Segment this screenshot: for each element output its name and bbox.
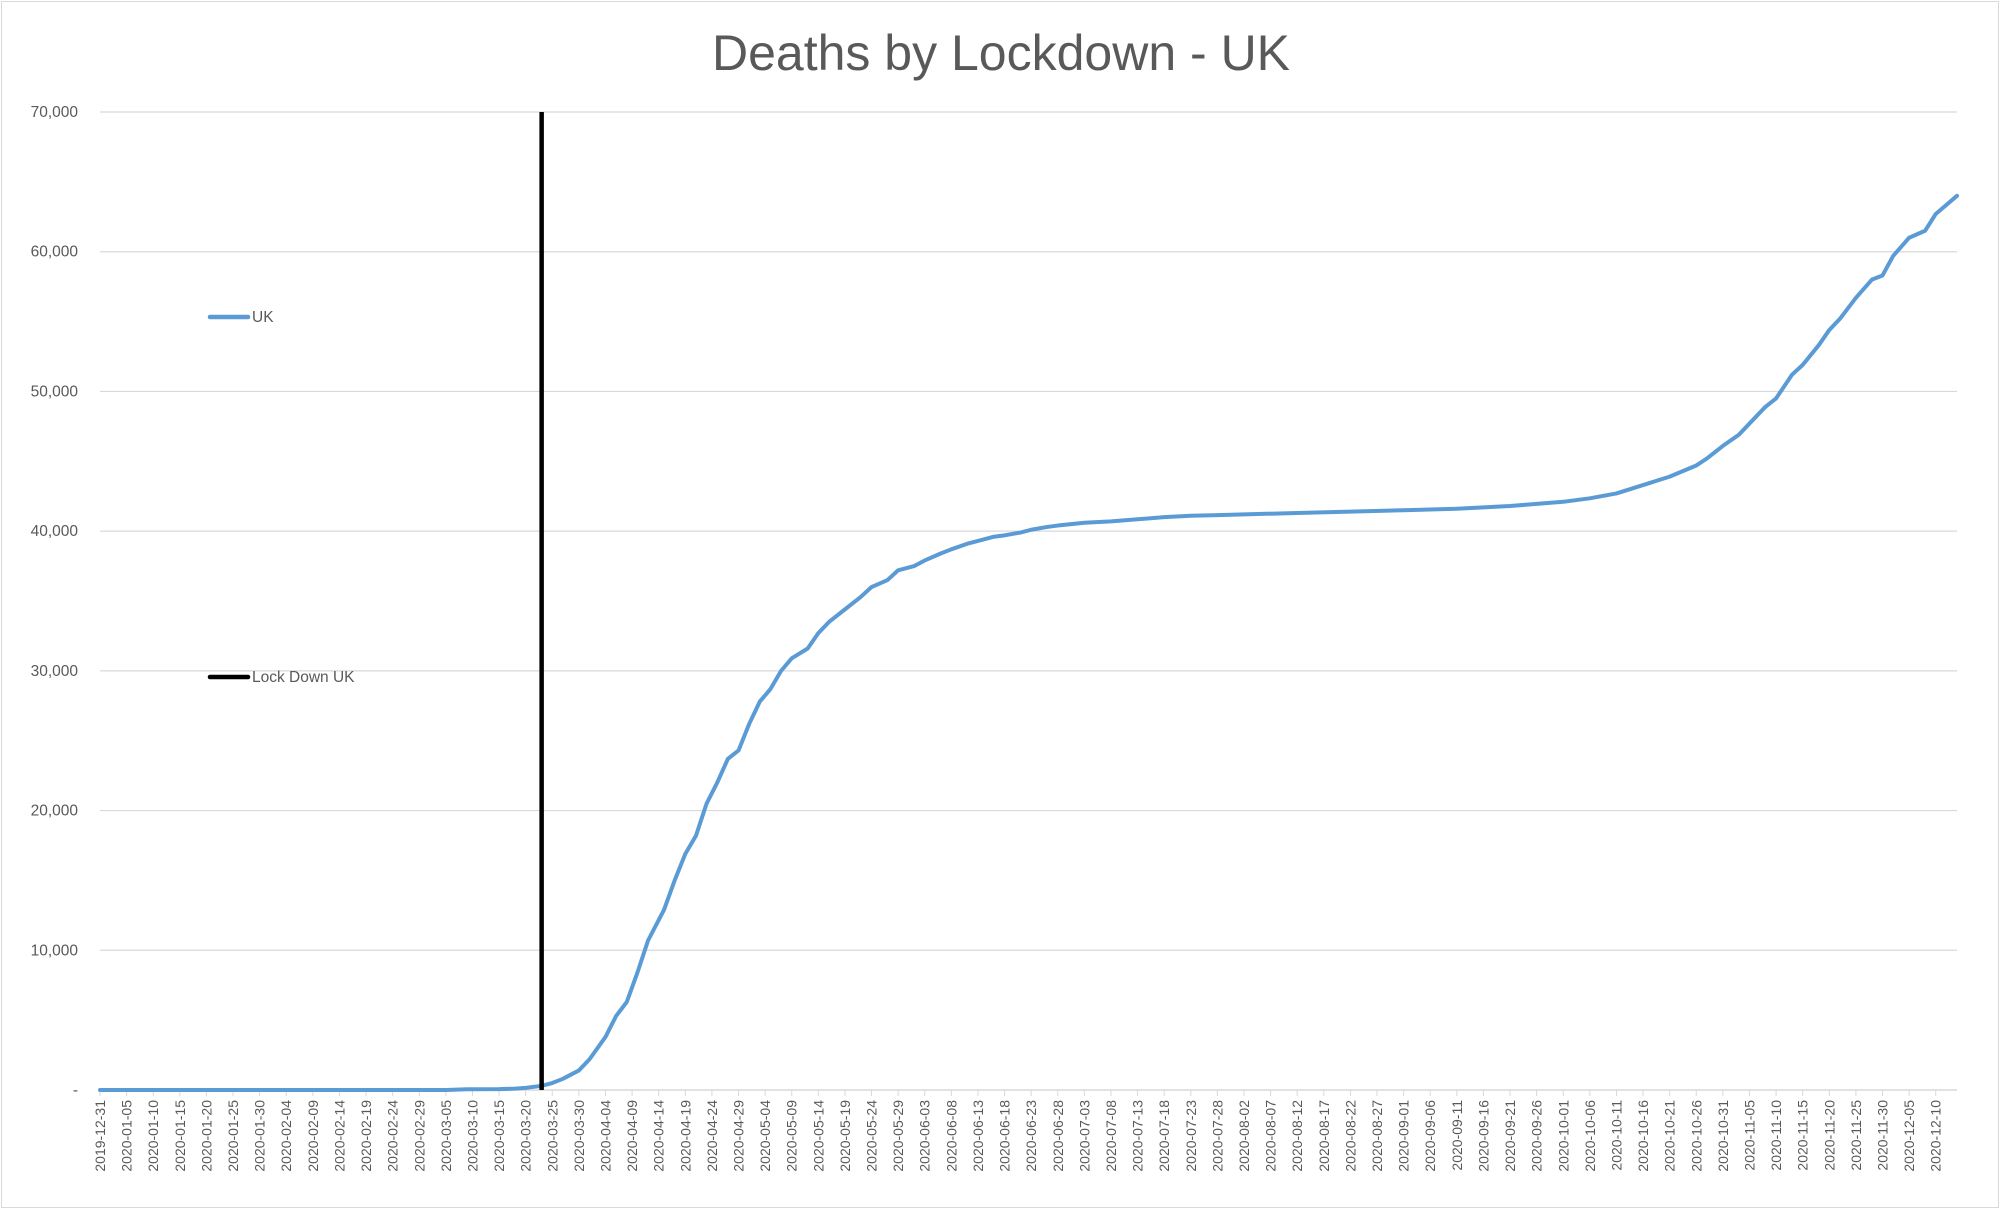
x-tick-label: 2020-07-23: [1183, 1100, 1199, 1172]
x-tick-label: 2020-05-04: [757, 1100, 773, 1172]
x-tick-label: 2020-12-10: [1928, 1100, 1944, 1172]
x-tick-label: 2020-09-06: [1422, 1100, 1438, 1172]
x-tick-label: 2020-02-14: [331, 1100, 347, 1172]
x-tick-label: 2020-06-08: [943, 1100, 959, 1172]
x-tick-label: 2020-10-21: [1662, 1100, 1678, 1172]
gridlines: [100, 111, 1957, 951]
x-tick-label: 2020-03-10: [464, 1100, 480, 1172]
x-tick-label: 2020-01-15: [172, 1100, 188, 1172]
x-tick-label: 2020-10-06: [1582, 1100, 1598, 1172]
x-tick-label: 2020-09-01: [1396, 1100, 1412, 1172]
series-lines: [98, 112, 1959, 1092]
x-tick-label: 2020-07-18: [1156, 1100, 1172, 1172]
x-tick-label: 2020-01-10: [145, 1100, 161, 1172]
x-tick-label: 2020-06-23: [1023, 1100, 1039, 1172]
x-tick-label: 2020-07-08: [1103, 1100, 1119, 1172]
y-tick-label: -: [73, 1082, 78, 1099]
x-tick-label: 2020-06-28: [1050, 1100, 1066, 1172]
y-tick-label: 40,000: [31, 523, 79, 540]
x-tick-label: 2020-09-16: [1475, 1100, 1491, 1172]
x-tick-label: 2020-09-26: [1529, 1100, 1545, 1172]
legend: UK Lock Down UK: [207, 309, 355, 686]
x-tick-label: 2020-10-16: [1635, 1100, 1651, 1172]
x-tick-label: 2020-08-22: [1342, 1100, 1358, 1172]
legend-label: Lock Down UK: [252, 669, 355, 686]
x-tick-label: 2020-11-30: [1875, 1100, 1891, 1171]
x-tick-label: 2020-10-11: [1608, 1100, 1624, 1171]
x-tick-label: 2020-06-03: [917, 1100, 933, 1172]
x-tick-label: 2020-03-05: [438, 1100, 454, 1172]
x-tick-label: 2020-06-18: [997, 1100, 1013, 1172]
x-tick-label: 2020-04-14: [651, 1100, 667, 1172]
x-tick-label: 2020-02-29: [411, 1100, 427, 1172]
x-tick-label: 2020-02-24: [385, 1100, 401, 1172]
y-tick-label: 20,000: [31, 803, 79, 820]
x-tick-label: 2020-04-04: [597, 1100, 613, 1172]
chart-title: Deaths by Lockdown - UK: [712, 25, 1290, 81]
x-tick-label: 2020-05-09: [784, 1100, 800, 1172]
x-tick-label: 2020-01-30: [252, 1100, 268, 1172]
x-tick-label: 2020-08-27: [1369, 1100, 1385, 1172]
x-tick-label: 2020-05-29: [890, 1100, 906, 1172]
x-tick-label: 2020-05-14: [810, 1100, 826, 1172]
y-tick-label: 60,000: [31, 244, 79, 261]
y-tick-label: 30,000: [31, 663, 79, 680]
x-tick-label: 2020-10-01: [1555, 1100, 1571, 1172]
x-tick-label: 2020-08-12: [1289, 1100, 1305, 1172]
x-tick-label: 2020-04-09: [624, 1100, 640, 1172]
x-tick-label: 2020-03-30: [571, 1100, 587, 1172]
y-tick-label: 10,000: [31, 942, 79, 959]
x-tick-label: 2020-03-25: [544, 1100, 560, 1172]
x-tick-label: 2020-03-20: [518, 1100, 534, 1172]
x-tick-label: 2020-04-19: [677, 1100, 693, 1172]
x-tick-label: 2020-10-31: [1715, 1100, 1731, 1172]
x-tick-label: 2020-07-13: [1130, 1100, 1146, 1172]
x-tick-label: 2020-09-21: [1502, 1100, 1518, 1172]
x-tick-label: 2020-04-29: [731, 1100, 747, 1172]
y-tick-label: 70,000: [31, 104, 79, 121]
x-tick-label: 2020-01-20: [198, 1100, 214, 1172]
x-tick-label: 2020-08-02: [1236, 1100, 1252, 1172]
x-tick-label: 2020-08-17: [1316, 1100, 1332, 1172]
x-tick-label: 2019-12-31: [92, 1100, 108, 1172]
x-tick-label: 2020-11-05: [1741, 1100, 1757, 1171]
x-tick-label: 2020-11-15: [1795, 1100, 1811, 1171]
x-tick-label: 2020-12-05: [1901, 1100, 1917, 1172]
legend-label: UK: [252, 309, 274, 326]
x-tick-label: 2020-10-26: [1688, 1100, 1704, 1172]
x-tick-label: 2020-08-07: [1263, 1100, 1279, 1172]
x-tick-label: 2020-02-04: [278, 1100, 294, 1172]
x-tick-label: 2020-07-03: [1076, 1100, 1092, 1172]
x-tick-label: 2020-05-24: [864, 1100, 880, 1172]
x-axis: 2019-12-31 2020-01-05 2020-01-10 2020-01-15…: [92, 1089, 1957, 1172]
x-tick-label: 2020-11-10: [1768, 1100, 1784, 1171]
x-tick-label: 2020-11-25: [1848, 1100, 1864, 1171]
x-tick-label: 2020-09-11: [1449, 1100, 1465, 1171]
x-tick-label: 2020-02-09: [305, 1100, 321, 1172]
y-axis-ticks: - 10,000 20,000 30,000 40,000 50,000 60,000 70,…: [31, 104, 79, 1099]
x-tick-label: 2020-06-13: [970, 1100, 986, 1172]
x-tick-label: 2020-03-15: [491, 1100, 507, 1172]
x-tick-label: 2020-01-25: [225, 1100, 241, 1172]
x-tick-label: 2020-04-24: [704, 1100, 720, 1172]
x-tick-label: 2020-07-28: [1209, 1100, 1225, 1172]
x-tick-label: 2020-05-19: [837, 1100, 853, 1172]
x-tick-label: 2020-11-20: [1821, 1100, 1837, 1171]
y-tick-label: 50,000: [31, 383, 79, 400]
x-tick-label: 2020-01-05: [119, 1100, 135, 1172]
uk-deaths-line: [98, 193, 1959, 1092]
x-tick-label: 2020-02-19: [358, 1100, 374, 1172]
